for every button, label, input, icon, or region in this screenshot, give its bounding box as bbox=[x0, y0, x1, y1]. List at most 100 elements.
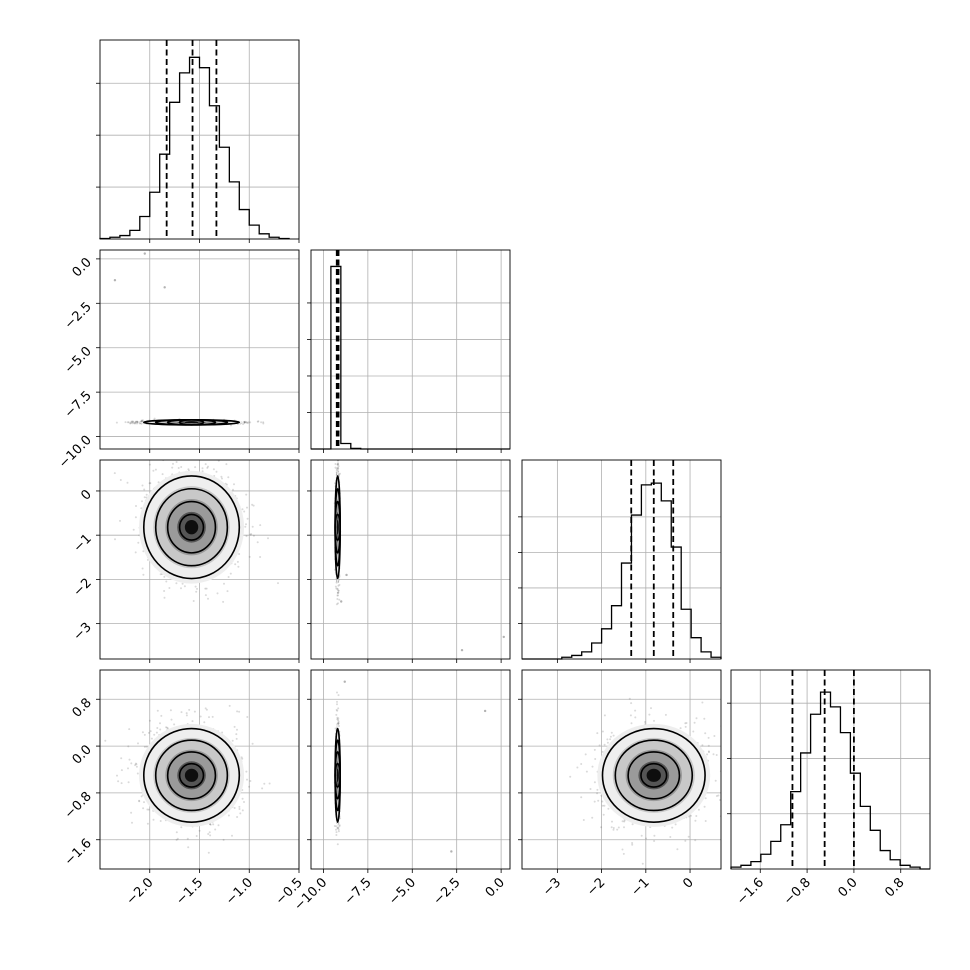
sample-point bbox=[337, 447, 339, 449]
sample-point bbox=[226, 590, 229, 593]
sample-point bbox=[124, 421, 127, 424]
sample-point bbox=[134, 516, 137, 519]
sample-point bbox=[207, 597, 209, 600]
sample-point bbox=[245, 493, 248, 496]
outlier-point bbox=[502, 635, 505, 639]
sample-point bbox=[94, 422, 96, 424]
sample-point bbox=[336, 463, 339, 466]
sample-point bbox=[240, 756, 243, 759]
sample-point bbox=[130, 762, 133, 765]
sample-point bbox=[267, 537, 269, 540]
sample-point bbox=[227, 576, 230, 578]
contour-line bbox=[178, 419, 205, 426]
sample-point bbox=[240, 452, 242, 454]
sample-point bbox=[235, 737, 238, 740]
sample-point bbox=[129, 422, 132, 425]
sample-point bbox=[180, 711, 183, 714]
sample-point bbox=[160, 714, 163, 717]
sample-point bbox=[134, 421, 136, 424]
sample-point bbox=[127, 767, 129, 770]
sample-point bbox=[238, 710, 241, 713]
sample-point bbox=[156, 709, 159, 712]
sample-point bbox=[130, 421, 133, 424]
sample-point bbox=[206, 466, 209, 469]
sample-point bbox=[126, 481, 129, 484]
sample-point bbox=[248, 555, 251, 558]
sample-point bbox=[334, 466, 337, 469]
sample-point bbox=[235, 733, 238, 736]
sample-point bbox=[141, 419, 144, 422]
sample-point bbox=[127, 421, 130, 424]
sample-point bbox=[148, 463, 151, 466]
sample-point bbox=[134, 764, 137, 767]
sample-point bbox=[334, 463, 337, 465]
sample-point bbox=[251, 742, 254, 745]
sample-point bbox=[183, 585, 186, 588]
sample-point bbox=[170, 718, 173, 721]
sample-point bbox=[176, 837, 179, 840]
sample-point bbox=[225, 463, 228, 466]
sample-point bbox=[214, 828, 217, 831]
histogram-step-1 bbox=[311, 265, 510, 450]
sample-point bbox=[236, 816, 239, 818]
outlier-point bbox=[143, 252, 146, 255]
sample-point bbox=[159, 573, 162, 576]
sample-point bbox=[233, 483, 235, 486]
sample-point bbox=[334, 482, 336, 485]
histogram-step-2 bbox=[522, 482, 722, 660]
sample-point bbox=[205, 708, 208, 711]
sample-point bbox=[180, 826, 183, 829]
sample-point bbox=[229, 572, 232, 575]
marginal-panel-3 bbox=[727, 669, 931, 870]
sample-point bbox=[244, 525, 247, 528]
panel-content bbox=[311, 670, 510, 869]
sample-point bbox=[223, 582, 225, 585]
joint-panel-2-0 bbox=[99, 452, 300, 660]
sample-point bbox=[135, 765, 138, 768]
sample-point bbox=[237, 565, 240, 568]
sample-point bbox=[233, 725, 236, 728]
sample-point bbox=[268, 782, 271, 785]
sample-point bbox=[195, 835, 198, 837]
sample-point bbox=[241, 757, 244, 760]
sample-point bbox=[337, 594, 339, 597]
sample-point bbox=[166, 726, 169, 729]
sample-point bbox=[196, 587, 198, 590]
sample-point bbox=[231, 834, 233, 837]
sample-point bbox=[221, 731, 224, 734]
sample-point bbox=[131, 420, 134, 423]
sample-point bbox=[159, 820, 162, 822]
sample-point bbox=[241, 797, 244, 800]
sample-point bbox=[277, 582, 279, 585]
sample-point bbox=[134, 420, 137, 423]
sample-point bbox=[204, 594, 207, 597]
sample-point bbox=[172, 462, 174, 465]
sample-point bbox=[337, 463, 340, 466]
sample-point bbox=[154, 468, 157, 471]
outlier-point bbox=[113, 279, 117, 282]
panel-content bbox=[100, 452, 299, 659]
sample-point bbox=[152, 469, 155, 472]
sample-point bbox=[243, 510, 246, 513]
sample-point bbox=[136, 421, 139, 424]
joint-panel-3-1 bbox=[310, 669, 511, 870]
sample-point bbox=[114, 538, 116, 541]
panel-frame bbox=[310, 249, 511, 450]
sample-point bbox=[132, 528, 135, 531]
sample-point bbox=[338, 583, 341, 586]
sample-point bbox=[163, 590, 166, 592]
sample-point bbox=[236, 728, 238, 731]
contour-line bbox=[166, 751, 217, 800]
sample-point bbox=[256, 541, 259, 544]
sample-point bbox=[337, 589, 340, 592]
sample-point bbox=[134, 422, 137, 425]
sample-point bbox=[138, 800, 141, 803]
density-level bbox=[184, 768, 199, 782]
sample-point bbox=[231, 739, 234, 742]
sample-point bbox=[217, 824, 220, 827]
sample-point bbox=[153, 417, 156, 420]
sample-point bbox=[243, 421, 246, 424]
sample-point bbox=[143, 496, 146, 499]
panel-content bbox=[94, 250, 299, 449]
